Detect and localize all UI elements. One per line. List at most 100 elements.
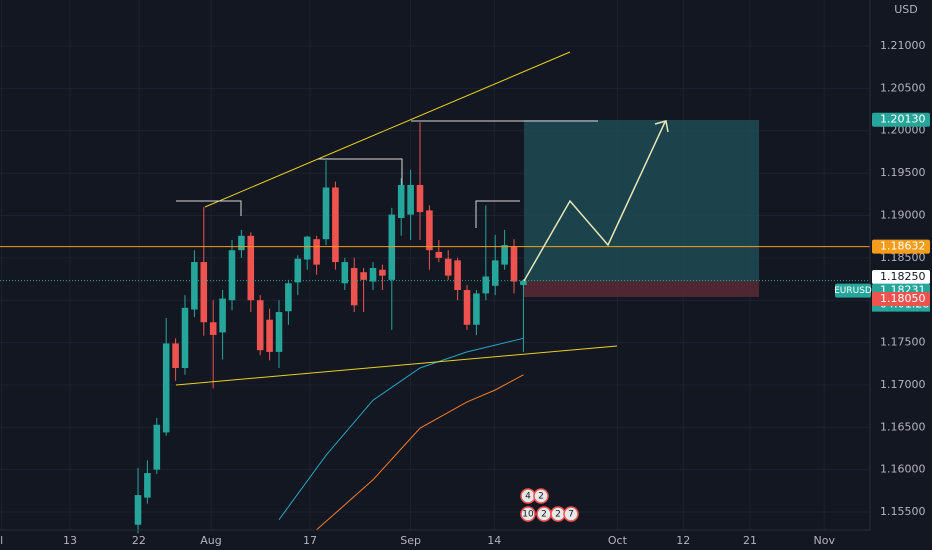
level-line [318, 158, 403, 185]
event-label: 10 [522, 510, 534, 520]
candle-body [407, 184, 414, 215]
x-tick-label: 17 [303, 534, 317, 547]
drawings [175, 51, 669, 386]
candle-body [238, 235, 245, 251]
candle-body [444, 258, 452, 276]
y-tick-label: 1.17500 [880, 336, 926, 349]
currency: USD [894, 3, 918, 16]
candle-body [379, 269, 386, 276]
candle-body [482, 276, 490, 294]
event-label: 2 [555, 510, 561, 520]
candle-body [228, 250, 236, 301]
candle-body [313, 239, 320, 265]
candle-body [369, 268, 377, 282]
price-label: 1.18250 [880, 270, 926, 283]
x-tick-label: Oct [608, 534, 628, 547]
candle-body [473, 293, 480, 325]
projection-path [523, 121, 666, 282]
candle-body [454, 260, 461, 291]
candle-body [332, 187, 339, 263]
y-tick-label: 1.15500 [880, 505, 926, 518]
event-label: 4 [525, 492, 531, 502]
candle-body [435, 251, 443, 258]
event-badge [533, 488, 549, 504]
x-tick-label: 14 [487, 534, 501, 547]
level-line [176, 200, 242, 216]
price-label-box [872, 112, 930, 127]
candle-body [144, 473, 151, 498]
y-tick-label: 1.18500 [880, 251, 926, 264]
x-tick-label: 21 [743, 534, 757, 547]
price-label: 1.18632 [880, 240, 926, 253]
x-tick-label: 22 [132, 534, 146, 547]
y-tick-label: 1.20000 [880, 124, 926, 137]
target-zone [524, 120, 759, 281]
event-label: 2 [538, 492, 544, 502]
y-tick-label: 1.19500 [880, 166, 926, 179]
x-tick-label: Aug [200, 534, 221, 547]
candle-body [501, 245, 508, 265]
candle-body [172, 343, 179, 368]
x-tick-label: 12 [676, 534, 690, 547]
candle-body [491, 260, 499, 286]
candle-body [162, 343, 170, 433]
candle-body [303, 236, 311, 260]
projection-arrow [654, 120, 669, 133]
candle-body [200, 262, 208, 323]
candle-body [191, 262, 198, 310]
lower-trendline [175, 345, 618, 386]
event-badge [520, 506, 536, 522]
candle-body [256, 300, 264, 351]
price-label: 1.20130 [880, 113, 926, 126]
candle-body [294, 258, 302, 283]
x-tick-label: l [0, 534, 3, 547]
event-label: 7 [568, 510, 574, 520]
candle-body [322, 187, 330, 240]
x-tick-label: 13 [63, 534, 77, 547]
x-tick-label: Nov [813, 534, 835, 547]
candle-body [285, 283, 292, 312]
plot [0, 122, 870, 534]
candle-body [360, 272, 367, 280]
stop-zone [524, 281, 759, 297]
price-label-box [872, 270, 930, 285]
candle-body [266, 319, 273, 352]
candle-body [181, 307, 189, 368]
symbol-box [835, 283, 871, 298]
candle-body [341, 262, 349, 284]
candle-body [275, 312, 283, 352]
y-tick-label: 1.16000 [880, 463, 926, 476]
price-label: 1.18050 [880, 292, 926, 305]
candle-body [209, 322, 217, 335]
y-tick-label: 1.17000 [880, 378, 926, 391]
y-tick-label: 1.16500 [880, 420, 926, 433]
candle-body [416, 184, 424, 213]
candle-body [134, 495, 142, 525]
moving-average [316, 374, 524, 531]
candle-body [510, 246, 518, 282]
axis-labels: 1.15500 1.16000 1.16500 1.17000 1.17500 1.180… [0, 39, 930, 547]
candle-body [219, 298, 226, 333]
candle-body [520, 280, 527, 285]
candle-body [397, 184, 405, 219]
symbol-label: EURUSD [834, 286, 872, 296]
y-tick-label: 1.21000 [880, 39, 926, 52]
event-badge [563, 506, 579, 522]
candle-body [153, 424, 161, 470]
events: 4 210 2 2 7 [520, 488, 579, 522]
candle-body [426, 210, 433, 251]
price-label-box [872, 239, 930, 254]
y-tick-label: 1.19000 [880, 208, 926, 221]
candle-body [350, 268, 358, 306]
candle-body [463, 290, 471, 325]
price-label-box [872, 291, 930, 306]
upper-trendline [204, 51, 571, 208]
grid [0, 0, 870, 530]
candle-body [388, 214, 396, 280]
x-tick-label: Sep [400, 534, 421, 547]
moving-average [278, 337, 524, 520]
level-line [475, 200, 520, 228]
candle-body [247, 235, 255, 301]
